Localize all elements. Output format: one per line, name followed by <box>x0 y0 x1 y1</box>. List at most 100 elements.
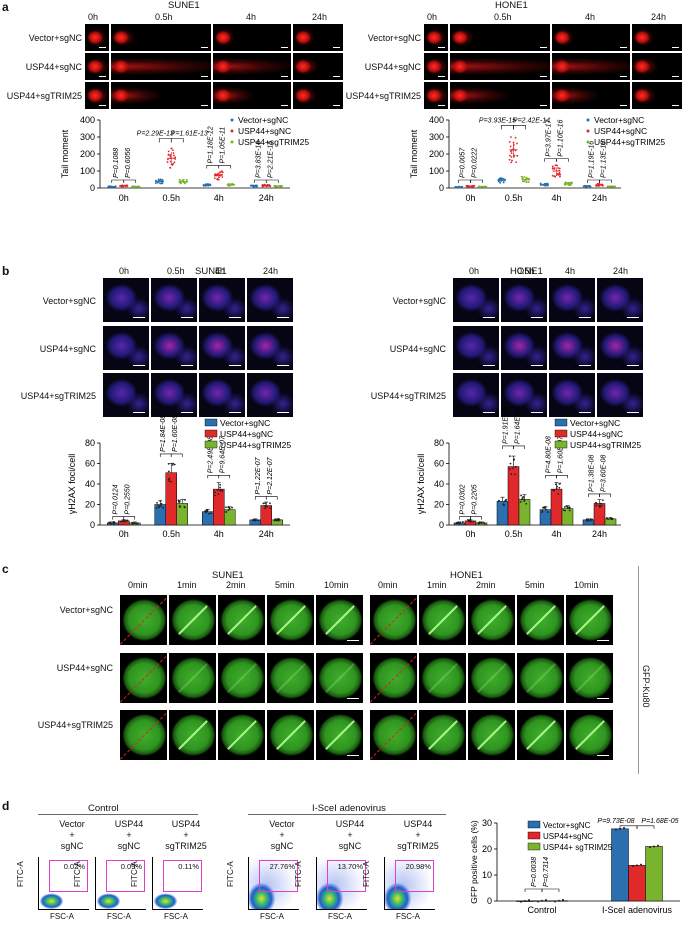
foci-row-label: USP44+sgTRIM25 <box>20 391 96 401</box>
data-point <box>595 501 597 504</box>
flow-x-label: FSC-A <box>328 912 352 921</box>
data-point <box>524 899 526 902</box>
data-point <box>214 173 217 176</box>
data-point <box>170 147 173 150</box>
data-point <box>568 509 571 512</box>
recruitment-stripe <box>227 720 257 750</box>
foci-image <box>247 373 293 417</box>
flow-percent: 0.11% <box>178 862 199 871</box>
data-point <box>482 521 485 524</box>
legend-label: USP44+sgNC <box>570 429 623 439</box>
data-point <box>528 899 530 902</box>
scale-bar <box>540 47 547 48</box>
foci-image <box>199 278 245 322</box>
laser-track-line <box>120 595 167 645</box>
data-point <box>586 518 589 521</box>
data-point <box>557 167 559 169</box>
laser-timepoint-label: 2min <box>226 580 246 590</box>
data-point <box>611 518 614 521</box>
laser-timepoint-label: 5min <box>275 580 295 590</box>
flow-gate: 20.98% <box>395 860 434 892</box>
p-bracket <box>265 496 278 500</box>
y-tick-label: 200 <box>80 149 95 159</box>
data-point <box>216 178 219 181</box>
x-tick-label: 0h <box>465 529 475 539</box>
data-point <box>264 504 267 507</box>
scale-bar <box>277 317 289 318</box>
flow-plot: 13.70% <box>316 857 367 910</box>
x-tick-label: 0h <box>465 193 475 203</box>
data-point <box>595 504 598 507</box>
flow-gate: 0.11% <box>163 860 202 892</box>
gfp-image <box>468 653 515 703</box>
flow-plot: 0.11% <box>152 857 203 910</box>
data-point <box>167 470 170 473</box>
foci-image <box>597 326 643 370</box>
data-point <box>525 176 528 179</box>
foci-timepoint-label: 0h <box>469 266 480 276</box>
data-point <box>615 828 617 831</box>
comet-image <box>111 24 211 51</box>
data-point <box>562 898 564 901</box>
data-point <box>502 181 505 184</box>
data-point <box>523 500 526 503</box>
scale-bar <box>133 412 145 413</box>
foci-image <box>247 278 293 322</box>
scale-bar <box>99 47 106 48</box>
y-tick-label: 20 <box>85 500 95 510</box>
flow-y-label: FITC-A <box>226 861 235 887</box>
flow-gate: 13.70% <box>327 860 366 892</box>
data-point <box>254 518 257 521</box>
scale-bar <box>620 76 627 77</box>
comet-timepoint-label: 0h <box>88 12 99 22</box>
data-point <box>169 155 172 158</box>
data-point <box>166 158 169 161</box>
data-point <box>591 518 594 521</box>
recruitment-stripe <box>325 720 355 750</box>
scale-bar <box>672 47 679 48</box>
foci-chart-sune1: 0 20 40 60 80 γH2AX foci/cell 0h P=0.0124 P=0.25… <box>67 415 291 539</box>
legend-swatch <box>554 440 568 449</box>
y-tick-label: 10 <box>482 870 492 880</box>
data-point <box>121 520 124 523</box>
data-point <box>516 142 518 145</box>
recruitment-stripe <box>428 663 458 693</box>
data-point <box>557 493 560 495</box>
y-tick-label: 60 <box>85 459 95 469</box>
bar <box>561 508 574 526</box>
comet-image <box>450 24 550 51</box>
data-point <box>545 508 547 511</box>
gfp-image <box>517 595 564 645</box>
flow-y-label: FITC-A <box>362 861 371 887</box>
comet-image <box>424 53 448 80</box>
legend-label: USP44+sgTRIM25 <box>594 137 665 147</box>
data-point <box>555 487 558 490</box>
data-point <box>256 519 258 521</box>
p-value-label: P=0.2205 <box>472 484 479 514</box>
data-point <box>168 480 170 482</box>
laser-row-label: USP44+sgNC <box>56 663 113 673</box>
data-point <box>173 463 176 466</box>
flow-condition-plus: + <box>69 830 75 840</box>
comet-row-label: Vector+sgNC <box>367 33 421 43</box>
flow-group-isce-line <box>248 814 446 815</box>
p-bracket <box>587 179 600 183</box>
data-point <box>227 506 230 509</box>
data-point <box>125 519 128 522</box>
gfp-image <box>169 710 216 760</box>
flow-condition-plus: + <box>126 830 132 840</box>
data-point <box>470 520 473 523</box>
data-point <box>508 455 511 458</box>
scale-bar <box>347 755 359 756</box>
data-point <box>227 509 230 511</box>
data-point <box>457 521 459 524</box>
x-tick-label: 4h <box>551 529 561 539</box>
data-point <box>508 158 511 161</box>
data-point <box>184 182 186 185</box>
p-value-label: P=1.68E-05 <box>641 818 678 825</box>
comet-image <box>293 82 343 109</box>
scale-bar <box>579 365 591 366</box>
p-bracket <box>470 516 482 520</box>
flow-condition-bottom: sgTRIM25 <box>397 841 439 851</box>
data-point <box>210 512 212 515</box>
